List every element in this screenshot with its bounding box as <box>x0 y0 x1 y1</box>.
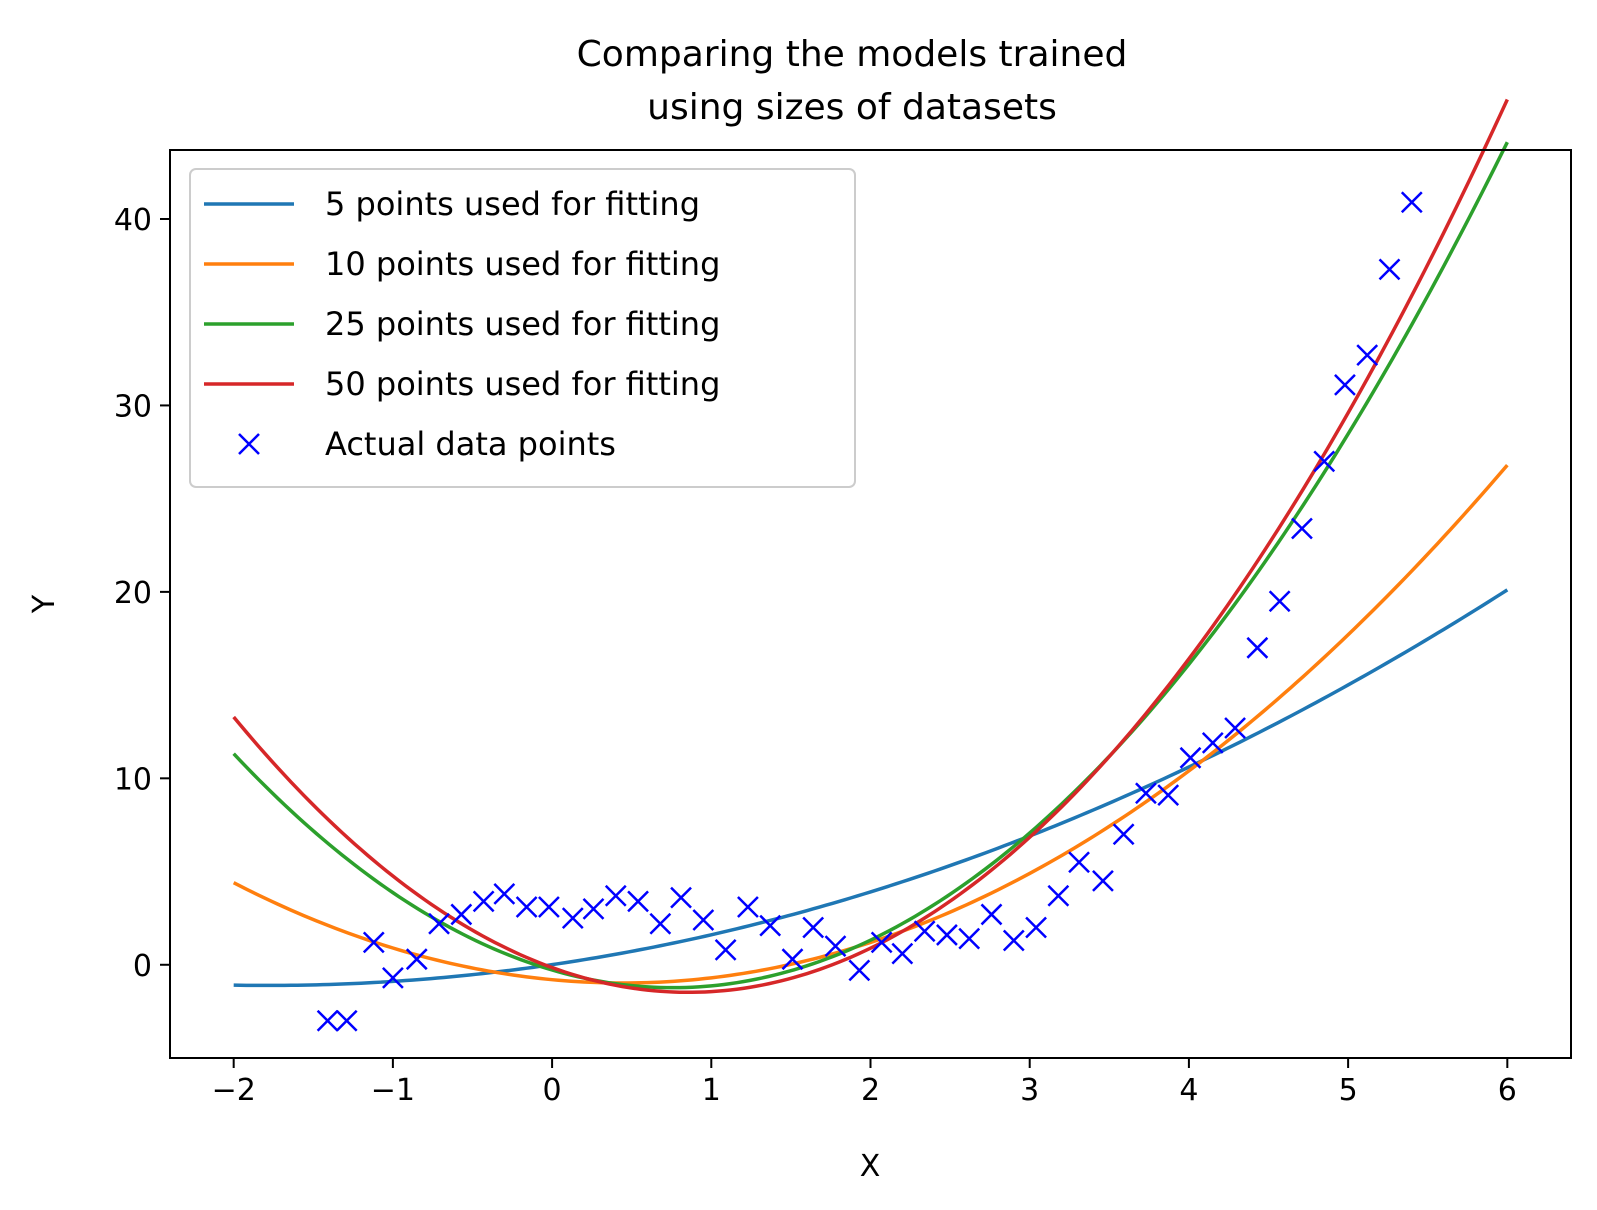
x-tick-label: 6 <box>1498 1073 1517 1108</box>
data-point-marker <box>493 883 516 905</box>
data-point-marker <box>428 912 450 935</box>
legend-label: 50 points used for fitting <box>325 365 720 403</box>
x-tick-label: 3 <box>1020 1073 1039 1108</box>
data-point-marker <box>1201 732 1224 754</box>
data-point-marker <box>1157 784 1180 806</box>
y-axis: 0 10 20 30 40 <box>114 203 170 984</box>
data-point-marker <box>472 890 495 913</box>
chart-title-line-2: using sizes of datasets <box>647 87 1057 128</box>
data-point-marker <box>316 1009 339 1032</box>
data-point-marker <box>1135 782 1157 805</box>
data-point-marker <box>802 916 825 939</box>
data-point-marker <box>1112 823 1135 846</box>
y-tick-label: 30 <box>114 389 152 424</box>
data-point-marker <box>848 959 871 982</box>
x-tick-label: −1 <box>371 1073 415 1108</box>
data-point-marker <box>958 927 981 950</box>
legend: 5 points used for fitting 10 points used … <box>189 168 856 488</box>
data-point-marker <box>1378 258 1401 281</box>
data-point-marker <box>649 912 672 935</box>
legend-label: 5 points used for fitting <box>325 185 700 223</box>
data-point-marker <box>824 935 847 958</box>
series-line-2 <box>232 463 1509 985</box>
x-tick-label: 2 <box>861 1073 880 1108</box>
data-point-marker <box>1068 851 1090 874</box>
data-point-marker <box>1313 450 1336 473</box>
x-axis: −2 −1 0 1 2 3 4 5 6 <box>212 1058 1517 1108</box>
data-point-marker <box>450 903 473 926</box>
series-line-3 <box>232 141 1509 990</box>
data-point-marker <box>1025 916 1047 939</box>
x-tick-label: 0 <box>543 1073 562 1108</box>
data-point-marker <box>582 897 605 920</box>
data-point-marker <box>382 966 404 989</box>
data-point-marker <box>627 890 649 913</box>
data-point-marker <box>891 942 914 965</box>
data-point-marker <box>737 896 759 918</box>
data-point-marker <box>604 884 627 907</box>
data-point-marker <box>913 920 936 943</box>
y-axis-label: Y <box>27 594 62 614</box>
y-tick-label: 0 <box>133 949 152 984</box>
chart-title-line-1: Comparing the models trained <box>577 34 1128 75</box>
data-point-marker <box>670 886 692 909</box>
data-point-marker <box>781 948 804 971</box>
x-axis-label: X <box>860 1149 881 1184</box>
legend-swatch <box>238 433 260 455</box>
data-point-marker <box>405 948 428 971</box>
legend-label: Actual data points <box>325 425 616 463</box>
data-point-marker <box>335 1009 358 1032</box>
data-point-marker <box>980 903 1003 926</box>
plot-area <box>232 98 1509 1032</box>
data-point-marker <box>1334 374 1356 396</box>
series-line-4 <box>232 98 1509 995</box>
data-point-marker <box>1224 717 1246 739</box>
y-tick-label: 40 <box>114 203 152 238</box>
data-point-marker <box>362 931 385 954</box>
data-point-marker <box>1356 344 1379 366</box>
data-point-marker <box>1092 869 1114 892</box>
data-point-marker <box>1291 517 1313 540</box>
data-point-marker <box>759 914 782 937</box>
x-tick-label: 4 <box>1179 1073 1198 1108</box>
x-tick-label: 1 <box>702 1073 721 1108</box>
data-point-marker <box>936 924 958 946</box>
actual-data-points <box>316 191 1423 1032</box>
data-point-marker <box>1047 884 1070 907</box>
x-tick-label: −2 <box>212 1073 256 1108</box>
data-point-marker <box>870 931 893 954</box>
y-tick-label: 20 <box>114 576 152 611</box>
data-point-marker <box>1002 929 1025 952</box>
data-point-marker <box>692 909 715 931</box>
data-point-marker <box>714 938 737 961</box>
data-point-marker <box>1246 636 1269 659</box>
data-point-marker <box>1400 191 1423 214</box>
legend-box <box>189 168 856 488</box>
series-line-1 <box>233 588 1509 988</box>
data-point-marker <box>538 896 560 918</box>
data-point-marker <box>561 907 584 930</box>
legend-label: 25 points used for fitting <box>325 305 720 343</box>
y-tick-label: 10 <box>114 762 152 797</box>
data-point-marker <box>515 896 538 918</box>
legend-label: 10 points used for fitting <box>325 245 720 283</box>
data-point-marker <box>1268 590 1291 613</box>
x-tick-label: 5 <box>1339 1073 1358 1108</box>
data-point-marker <box>1179 746 1202 769</box>
